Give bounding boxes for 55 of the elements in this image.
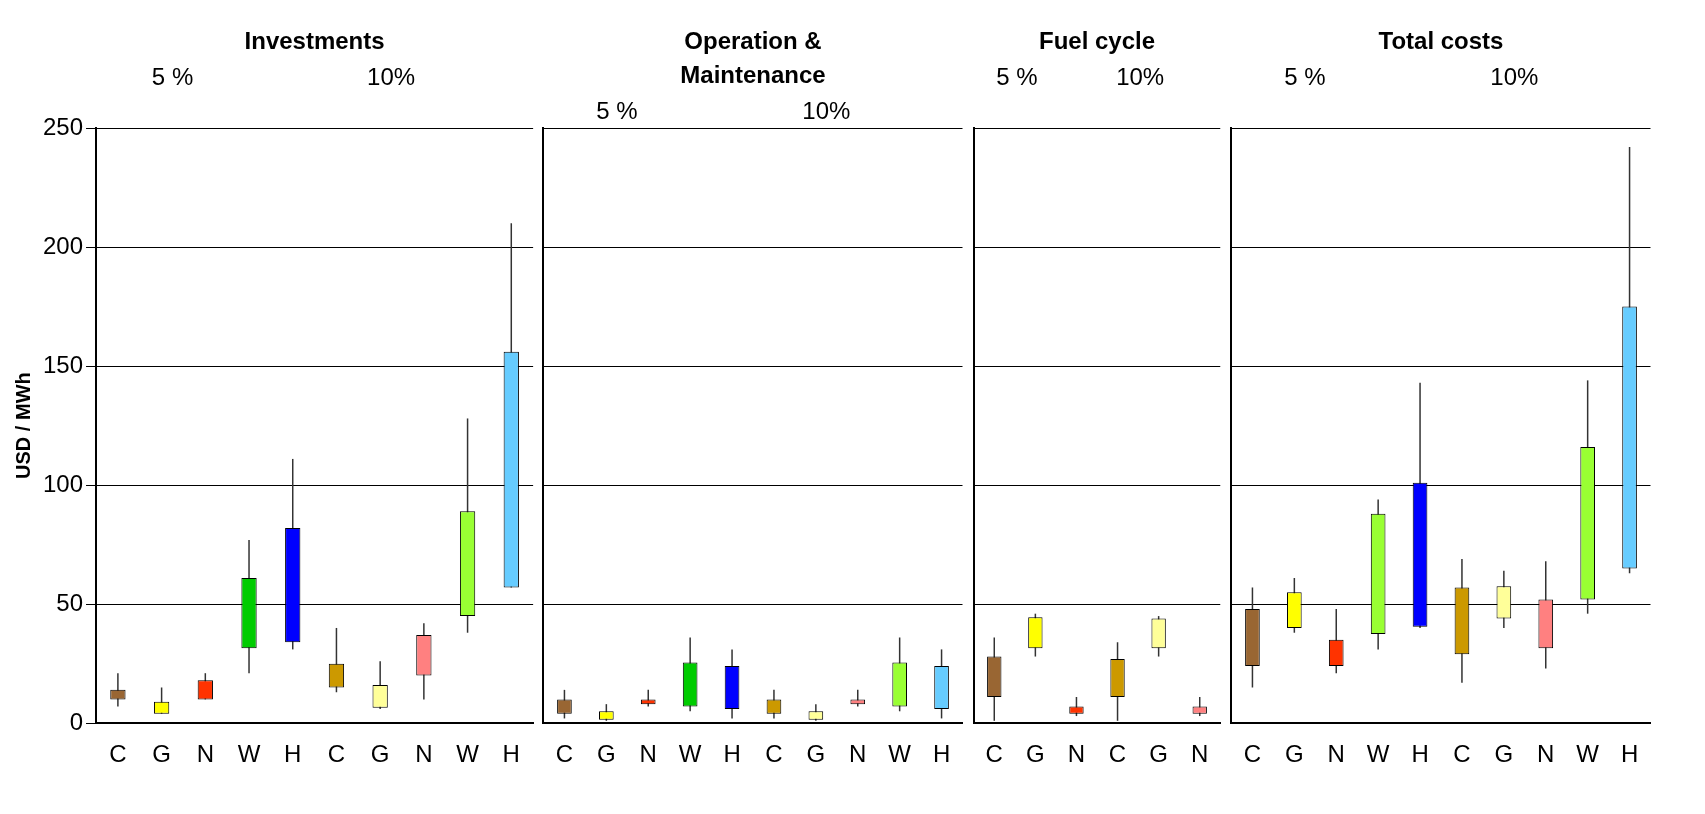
x-tick-label: G <box>152 740 171 768</box>
x-tick-label: H <box>502 740 520 768</box>
x-tick-label: C <box>1108 740 1127 768</box>
y-tick-label: 0 <box>69 707 84 735</box>
y-tick-label: 200 <box>43 231 84 259</box>
x-tick-label: W <box>1366 740 1390 768</box>
x-tick-label: C <box>555 740 574 768</box>
x-tick-label: C <box>985 740 1003 768</box>
x-tick-label: H <box>1620 740 1639 768</box>
chart-title: Operation & Maintenance <box>680 26 826 88</box>
chart-title: Total costs <box>1378 26 1504 54</box>
x-tick-label: N <box>1067 740 1086 768</box>
x-tick-label: C <box>765 740 783 768</box>
x-tick-label: H <box>1411 740 1429 768</box>
x-tick-label: H <box>723 740 741 768</box>
x-tick-label: C <box>1243 740 1262 768</box>
text: 5 % <box>151 62 194 90</box>
y-axis-title: USD / MWh <box>11 372 34 479</box>
text: 10% <box>1116 62 1165 90</box>
y-tick-label: 50 <box>56 588 84 616</box>
x-tick-label: G <box>1149 740 1168 768</box>
text: 10% <box>367 62 416 90</box>
x-tick-label: N <box>639 740 657 768</box>
x-tick-label: G <box>597 740 616 768</box>
y-tick-label: 250 <box>43 112 84 140</box>
x-tick-label: N <box>849 740 867 768</box>
x-tick-label: W <box>678 740 702 768</box>
x-tick-label: N <box>1327 740 1345 768</box>
chart-title: Fuel cycle <box>1038 26 1156 54</box>
text: 5 % <box>996 62 1038 90</box>
x-tick-label: G <box>806 740 826 768</box>
text: 5 % <box>596 96 638 124</box>
text: 10% <box>1490 62 1539 90</box>
x-tick-label: C <box>327 740 346 768</box>
x-tick-label: W <box>456 740 480 768</box>
x-tick-label: W <box>237 740 261 768</box>
y-tick-label: 150 <box>43 350 84 378</box>
x-tick-label: C <box>109 740 127 768</box>
x-tick-label: N <box>415 740 433 768</box>
x-tick-label: H <box>284 740 302 768</box>
x-tick-label: N <box>1191 740 1209 768</box>
x-tick-label: G <box>370 740 390 768</box>
x-tick-label: G <box>1285 740 1304 768</box>
x-tick-label: W <box>1576 740 1600 768</box>
x-tick-label: N <box>1537 740 1555 768</box>
x-tick-label: W <box>888 740 912 768</box>
x-tick-label: C <box>1453 740 1471 768</box>
x-tick-label: G <box>1494 740 1514 768</box>
chart-title: Investments <box>244 26 385 54</box>
x-tick-label: H <box>932 740 951 768</box>
x-tick-label: N <box>196 740 214 768</box>
text: 5 % <box>1284 62 1326 90</box>
text: 10% <box>802 96 851 124</box>
y-tick-label: 100 <box>43 469 84 497</box>
x-tick-label: G <box>1026 740 1045 768</box>
